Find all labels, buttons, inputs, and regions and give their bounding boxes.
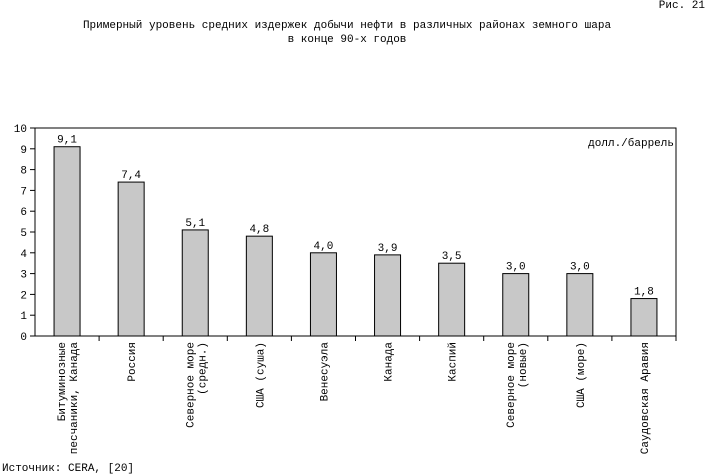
y-tick-label: 9 bbox=[20, 145, 27, 157]
bar bbox=[245, 235, 273, 337]
x-tick-label: Каспий bbox=[448, 342, 460, 382]
bar bbox=[566, 273, 594, 337]
x-tick-label: США (суша) bbox=[255, 342, 267, 408]
x-tick-label: Северное море(средн.) bbox=[185, 342, 209, 428]
x-tick-label: США (море) bbox=[576, 342, 588, 408]
value-label: 3,0 bbox=[570, 262, 590, 274]
value-label: 3,5 bbox=[442, 251, 462, 263]
value-label: 1,8 bbox=[634, 287, 654, 299]
bar bbox=[309, 252, 337, 337]
x-tick-label: Канада bbox=[384, 342, 396, 382]
bar bbox=[630, 298, 658, 337]
bar bbox=[53, 146, 81, 337]
unit-label: долл./баррель bbox=[588, 137, 674, 150]
y-tick-label: 0 bbox=[20, 332, 27, 344]
source: Источник: CERA, [20] bbox=[2, 463, 134, 475]
value-label: 4,8 bbox=[249, 224, 269, 236]
y-tick-label: 5 bbox=[20, 228, 27, 240]
chart-subtitle: в конце 90-х годов bbox=[288, 34, 407, 46]
value-label: 9,1 bbox=[57, 135, 77, 147]
y-tick-label: 2 bbox=[20, 290, 27, 302]
bar bbox=[502, 273, 530, 337]
x-tick-label: Северное море(новые) bbox=[506, 342, 530, 428]
bar bbox=[374, 254, 402, 337]
value-label: 3,0 bbox=[506, 262, 526, 274]
y-tick-label: 8 bbox=[20, 166, 27, 178]
x-tick-label: Венесуэла bbox=[319, 342, 331, 402]
y-tick-label: 10 bbox=[14, 124, 27, 136]
x-tick-label: Битуминозныепесчаники, Канада bbox=[57, 342, 81, 455]
figure-label: Рис. 21 bbox=[659, 0, 706, 12]
x-tick-label: Россия bbox=[127, 342, 139, 382]
value-label: 3,9 bbox=[378, 243, 398, 255]
bar bbox=[181, 229, 209, 337]
y-tick-label: 3 bbox=[20, 270, 27, 282]
chart-title: Примерный уровень средних издержек добыч… bbox=[83, 19, 611, 32]
value-label: 4,0 bbox=[314, 241, 334, 253]
bar bbox=[117, 181, 145, 337]
bar bbox=[438, 262, 466, 337]
y-tick-label: 7 bbox=[20, 186, 27, 198]
value-label: 5,1 bbox=[185, 218, 205, 230]
y-tick-label: 4 bbox=[20, 249, 27, 261]
y-tick-label: 6 bbox=[20, 207, 27, 219]
x-tick-label: Саудовская Аравия bbox=[640, 342, 652, 454]
y-tick-label: 1 bbox=[20, 311, 27, 323]
value-label: 7,4 bbox=[121, 170, 141, 182]
